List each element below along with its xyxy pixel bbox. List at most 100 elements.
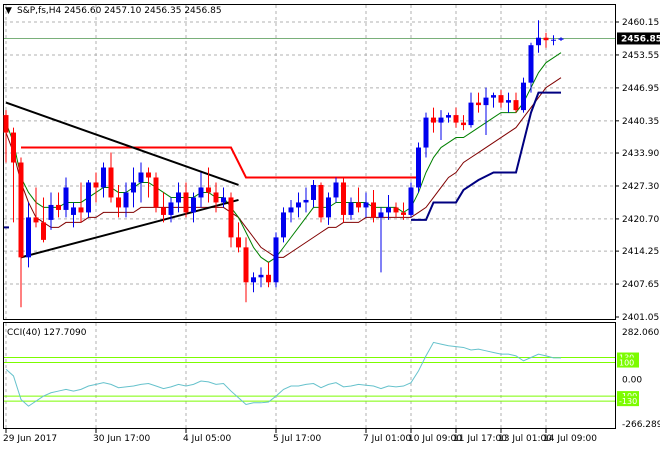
candle[interactable] — [33, 187, 39, 228]
candle[interactable] — [93, 172, 99, 203]
candle[interactable] — [63, 177, 69, 218]
symbol-header: S&P,fs,H4 2456.60 2457.10 2456.35 2456.8… — [17, 6, 222, 16]
candle[interactable] — [146, 167, 151, 198]
candle-body — [243, 247, 249, 283]
candle[interactable] — [318, 182, 324, 223]
candle[interactable] — [453, 107, 459, 128]
candle-body — [161, 207, 166, 215]
candle[interactable] — [266, 262, 271, 288]
candle-body — [393, 207, 399, 213]
candle[interactable] — [378, 207, 384, 273]
candle[interactable] — [461, 115, 466, 131]
triangle-lower-trendline — [20, 198, 239, 259]
price-tick-label: 2460.15 — [622, 18, 659, 28]
candle[interactable] — [71, 202, 76, 228]
candles[interactable] — [3, 20, 564, 308]
candle[interactable] — [18, 157, 24, 308]
candle[interactable] — [26, 202, 31, 268]
candle[interactable] — [168, 197, 174, 223]
candle[interactable] — [198, 172, 204, 208]
candle[interactable] — [416, 142, 421, 193]
candle[interactable] — [3, 110, 9, 163]
candle[interactable] — [498, 90, 504, 108]
candle[interactable] — [431, 107, 436, 133]
candle[interactable] — [476, 92, 481, 113]
candle[interactable] — [348, 197, 354, 220]
candle[interactable] — [423, 112, 429, 158]
candle[interactable] — [236, 222, 241, 253]
candle[interactable] — [491, 92, 496, 108]
candle[interactable] — [108, 152, 114, 203]
candle[interactable] — [131, 167, 136, 208]
candle[interactable] — [468, 92, 474, 128]
candle[interactable] — [78, 182, 84, 223]
candle-body — [438, 117, 444, 123]
candle[interactable] — [228, 192, 234, 248]
candle[interactable] — [86, 179, 91, 218]
candle[interactable] — [341, 177, 346, 223]
candle[interactable] — [446, 112, 451, 123]
candle[interactable] — [11, 127, 16, 223]
candle[interactable] — [251, 272, 256, 293]
candle[interactable] — [183, 182, 189, 218]
candle-body — [296, 202, 301, 208]
candle[interactable] — [536, 20, 541, 53]
time-label: 4 Jul 05:00 — [183, 434, 232, 444]
candle[interactable] — [191, 192, 196, 223]
candle[interactable] — [281, 207, 286, 243]
candle[interactable] — [41, 197, 46, 243]
candle[interactable] — [213, 182, 219, 213]
candle-body — [303, 199, 309, 203]
candle[interactable] — [551, 35, 556, 46]
candle[interactable] — [401, 202, 406, 220]
candle[interactable] — [326, 192, 331, 225]
candle[interactable] — [206, 167, 211, 203]
candle[interactable] — [363, 192, 369, 218]
price-tick-label: 2440.35 — [622, 117, 659, 127]
candle[interactable] — [48, 192, 54, 230]
candle[interactable] — [528, 42, 534, 93]
candle[interactable] — [558, 37, 564, 41]
candle[interactable] — [243, 237, 249, 303]
candle[interactable] — [408, 182, 414, 218]
candle[interactable] — [371, 189, 376, 223]
candle[interactable] — [513, 92, 519, 113]
candle[interactable] — [221, 187, 226, 208]
candle[interactable] — [356, 187, 361, 213]
candle[interactable] — [483, 87, 489, 136]
candle[interactable] — [521, 77, 526, 113]
candle[interactable] — [138, 162, 144, 203]
time-label: 11 Jul 17:00 — [453, 434, 507, 444]
candle[interactable] — [288, 199, 294, 223]
candle[interactable] — [116, 184, 121, 218]
candle-body — [543, 37, 549, 41]
candle-body — [206, 187, 211, 193]
candle-body — [213, 192, 219, 203]
candle[interactable] — [438, 110, 444, 141]
candle[interactable] — [56, 192, 61, 218]
candle[interactable] — [123, 182, 129, 218]
time-label: 14 Jul 09:00 — [543, 434, 597, 444]
candle-body — [273, 237, 279, 283]
candle[interactable] — [393, 202, 399, 218]
candle[interactable] — [176, 182, 181, 213]
candle[interactable] — [101, 162, 106, 198]
candle[interactable] — [153, 172, 159, 213]
candle[interactable] — [296, 192, 301, 218]
candle-body — [408, 187, 414, 215]
candle-body — [491, 95, 496, 98]
candle[interactable] — [333, 177, 339, 203]
time-label: 29 Jun 2017 — [3, 434, 57, 444]
candle[interactable] — [303, 187, 309, 213]
candle[interactable] — [543, 32, 549, 48]
candle[interactable] — [386, 194, 391, 220]
candle-body — [453, 115, 459, 123]
candle[interactable] — [506, 92, 511, 113]
candle[interactable] — [161, 192, 166, 223]
candle[interactable] — [311, 179, 316, 208]
candle[interactable] — [258, 267, 264, 288]
candle[interactable] — [273, 232, 279, 288]
